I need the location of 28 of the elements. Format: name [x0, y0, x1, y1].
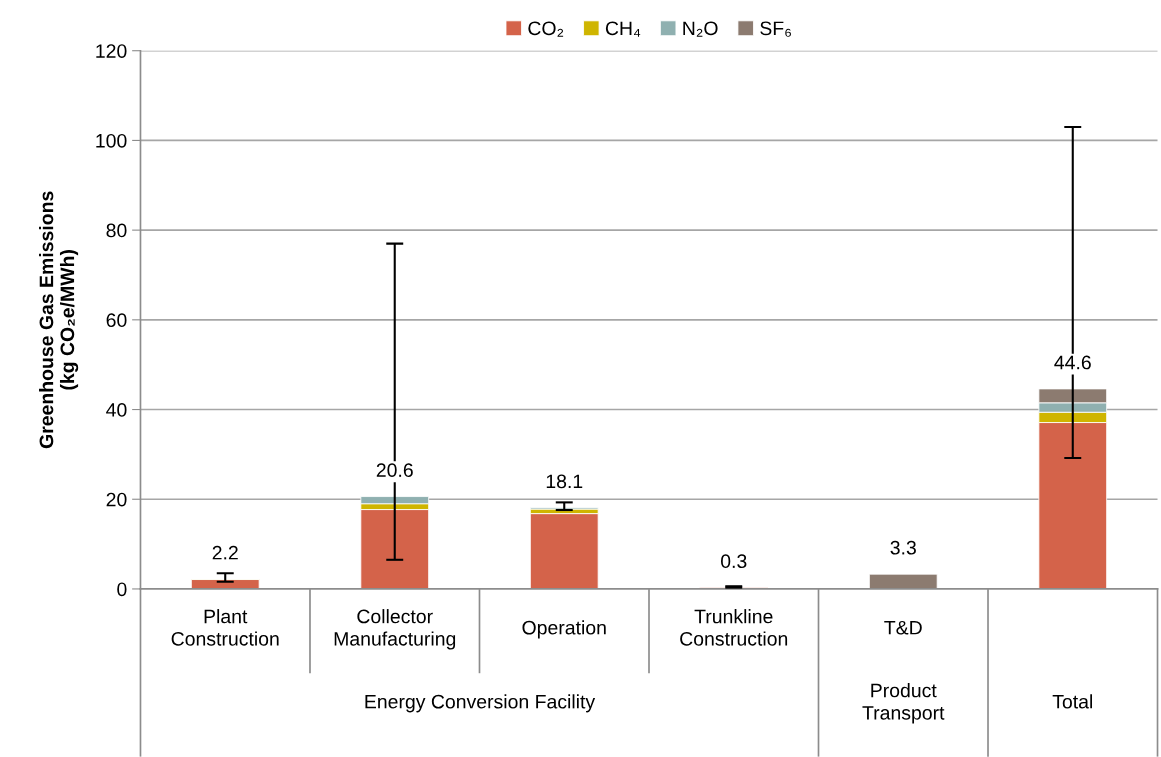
bar	[529, 513, 599, 589]
x-tick-label: Trunkline Construction	[680, 609, 788, 646]
total-label: 44.6	[1054, 355, 1091, 370]
x-tick-label: Collector Manufacturing	[334, 609, 456, 650]
legend-label: N₂O	[683, 21, 718, 37]
legend-label: CH₄	[605, 21, 641, 37]
legend-label: SF₆	[760, 21, 791, 37]
total-label: 3.3	[890, 540, 916, 555]
text: Total	[1052, 694, 1092, 709]
legend-label: CO₂	[528, 21, 564, 37]
y-tick-label: 80	[106, 223, 127, 238]
total-label: 0.3	[721, 554, 747, 569]
x-tick-label: Plant Construction	[171, 609, 279, 646]
y-tick-label: 120	[96, 44, 127, 58]
y-tick-label: 60	[106, 313, 127, 328]
total-label: 18.1	[546, 474, 583, 489]
total-label: 2.2	[212, 545, 238, 560]
y-axis-title: Greenhouse Gas Emissions (kg CO₂e/MWh)	[39, 191, 79, 449]
y-tick-label: 20	[106, 492, 127, 507]
bar	[868, 573, 938, 589]
text: Product Transport	[862, 683, 945, 724]
y-tick-label: 0	[117, 582, 127, 597]
x-tick-label: Operation	[522, 620, 606, 639]
text: Energy Conversion Facility	[365, 694, 596, 713]
total-label: 20.6	[376, 463, 413, 478]
y-tick-label: 40	[106, 403, 127, 417]
y-tick-label: 100	[96, 133, 127, 148]
x-tick-label: T&D	[884, 620, 922, 635]
